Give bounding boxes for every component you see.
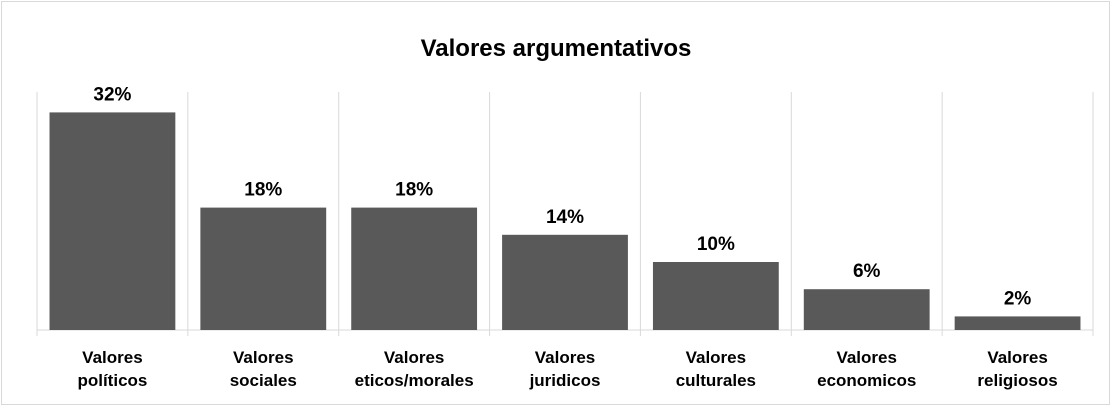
data-label: 2% (1004, 288, 1032, 309)
bar (652, 262, 779, 330)
x-tick-label: Valores políticos (77, 348, 147, 390)
bar (351, 207, 478, 330)
x-tick-label: Valores culturales (676, 348, 756, 390)
bar (803, 289, 930, 330)
data-label: 18% (395, 180, 433, 201)
x-tick-label: Valores religiosos (977, 348, 1057, 390)
x-tick-label: Valores economicos (817, 348, 916, 390)
x-tick-label: Valores juridicos (529, 348, 601, 390)
data-label: 14% (546, 207, 584, 228)
x-tick-label: Valores eticos/morales (355, 348, 474, 390)
data-label: 32% (93, 84, 131, 105)
data-label: 18% (244, 180, 282, 201)
x-tick-label: Valores sociales (230, 348, 297, 390)
data-label: 10% (697, 234, 735, 255)
bar (954, 316, 1081, 330)
bar (502, 234, 628, 330)
chart-title: Valores argumentativos (421, 35, 692, 62)
bar (200, 207, 327, 330)
bar (49, 112, 176, 331)
data-label: 6% (853, 261, 881, 282)
